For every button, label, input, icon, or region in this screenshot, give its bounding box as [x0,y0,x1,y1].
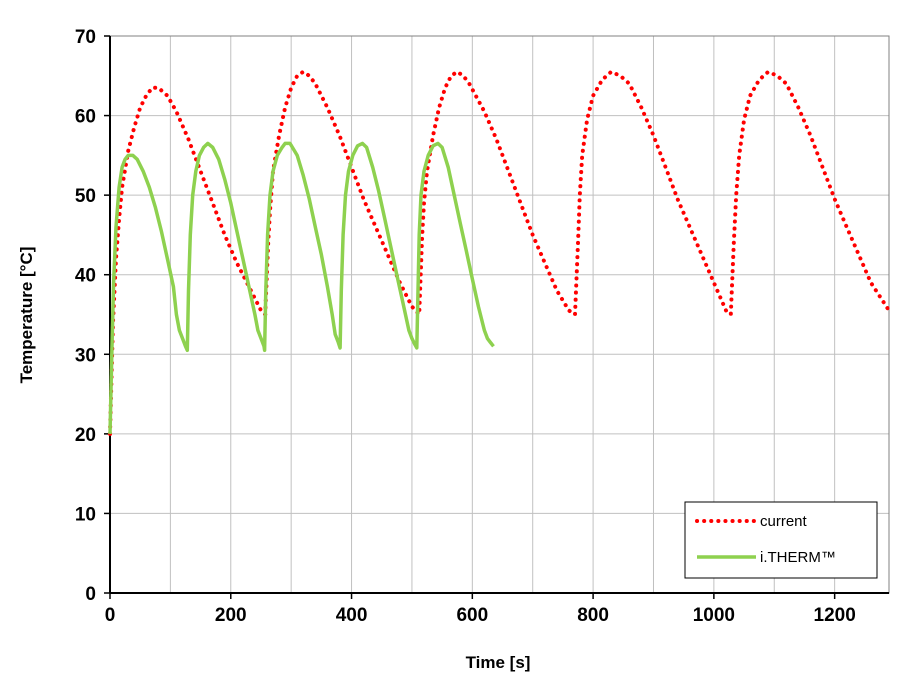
y-tick-label: 0 [85,584,96,605]
x-tick-label: 600 [456,605,488,626]
x-tick-label: 800 [577,605,609,626]
x-tick-label: 1000 [693,605,735,626]
x-tick-label: 200 [215,605,247,626]
y-ticks: 0 10 20 30 40 50 60 70 [75,27,110,605]
y-tick-label: 30 [75,345,96,366]
legend: current i.THERM™ [684,501,878,579]
x-tick-label: 1200 [814,605,856,626]
y-axis-title: Temperature [°C] [17,247,36,384]
legend-box [684,501,878,579]
y-tick-label: 60 [75,107,96,128]
legend-label-current: current [760,513,808,530]
x-tick-label: 0 [105,605,116,626]
y-tick-label: 20 [75,425,96,446]
y-tick-label: 40 [75,266,96,287]
legend-label-itherm: i.THERM™ [760,549,836,566]
x-ticks: 0 200 400 600 800 1000 1200 [105,593,856,626]
y-tick-label: 50 [75,186,96,207]
x-axis-title: Time [s] [466,653,531,672]
y-tick-label: 70 [75,27,96,48]
y-tick-label: 10 [75,504,96,525]
x-tick-label: 400 [336,605,368,626]
series-layer [108,69,891,436]
series-itherm-line [108,141,495,434]
series-current-line [108,69,891,436]
